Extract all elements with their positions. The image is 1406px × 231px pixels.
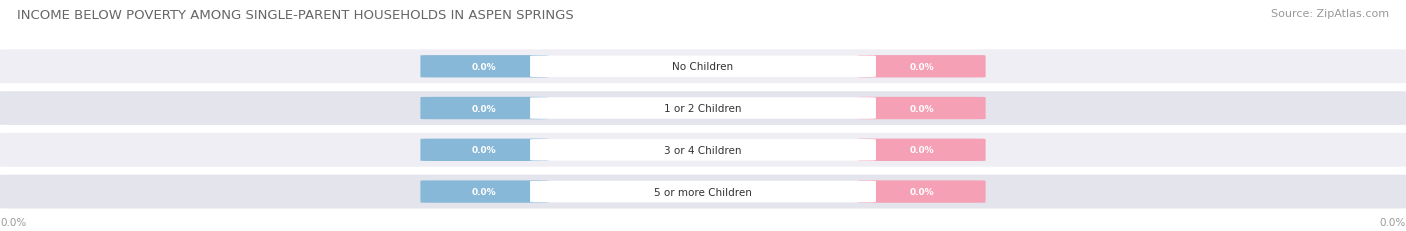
FancyBboxPatch shape <box>0 92 1406 125</box>
FancyBboxPatch shape <box>420 139 548 161</box>
Text: 0.0%: 0.0% <box>910 187 934 196</box>
Text: 0.0%: 0.0% <box>472 63 496 71</box>
Text: 1 or 2 Children: 1 or 2 Children <box>664 103 742 114</box>
FancyBboxPatch shape <box>858 181 986 203</box>
Text: 5 or more Children: 5 or more Children <box>654 187 752 197</box>
Text: 0.0%: 0.0% <box>1379 217 1406 227</box>
FancyBboxPatch shape <box>530 181 876 202</box>
Text: Source: ZipAtlas.com: Source: ZipAtlas.com <box>1271 9 1389 19</box>
Text: 3 or 4 Children: 3 or 4 Children <box>664 145 742 155</box>
FancyBboxPatch shape <box>420 181 548 203</box>
FancyBboxPatch shape <box>530 140 876 161</box>
Text: 0.0%: 0.0% <box>472 104 496 113</box>
FancyBboxPatch shape <box>0 175 1406 209</box>
FancyBboxPatch shape <box>858 97 986 120</box>
Text: 0.0%: 0.0% <box>472 146 496 155</box>
FancyBboxPatch shape <box>0 50 1406 84</box>
FancyBboxPatch shape <box>530 98 876 119</box>
FancyBboxPatch shape <box>530 56 876 78</box>
Text: 0.0%: 0.0% <box>910 146 934 155</box>
FancyBboxPatch shape <box>0 133 1406 167</box>
FancyBboxPatch shape <box>420 97 548 120</box>
FancyBboxPatch shape <box>420 56 548 78</box>
Text: No Children: No Children <box>672 62 734 72</box>
FancyBboxPatch shape <box>858 139 986 161</box>
FancyBboxPatch shape <box>858 56 986 78</box>
Text: 0.0%: 0.0% <box>0 217 27 227</box>
Text: 0.0%: 0.0% <box>910 63 934 71</box>
Text: 0.0%: 0.0% <box>910 104 934 113</box>
Text: 0.0%: 0.0% <box>472 187 496 196</box>
Text: INCOME BELOW POVERTY AMONG SINGLE-PARENT HOUSEHOLDS IN ASPEN SPRINGS: INCOME BELOW POVERTY AMONG SINGLE-PARENT… <box>17 9 574 22</box>
